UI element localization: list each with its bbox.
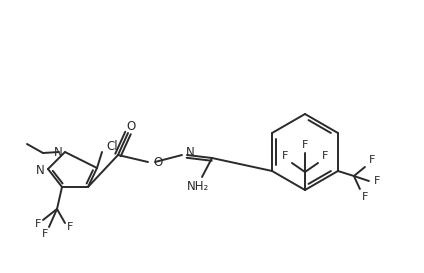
Text: F: F xyxy=(369,155,375,165)
Text: O: O xyxy=(126,120,136,132)
Text: N: N xyxy=(186,147,195,159)
Text: Cl: Cl xyxy=(106,141,117,153)
Text: N: N xyxy=(53,146,62,159)
Text: F: F xyxy=(282,151,288,161)
Text: F: F xyxy=(42,229,48,239)
Text: F: F xyxy=(362,192,368,202)
Text: F: F xyxy=(35,219,41,229)
Text: NH₂: NH₂ xyxy=(187,180,209,192)
Text: F: F xyxy=(302,140,308,150)
Text: F: F xyxy=(322,151,328,161)
Text: F: F xyxy=(67,222,73,232)
Text: O: O xyxy=(153,156,162,170)
Text: N: N xyxy=(36,165,45,177)
Text: F: F xyxy=(374,176,380,186)
